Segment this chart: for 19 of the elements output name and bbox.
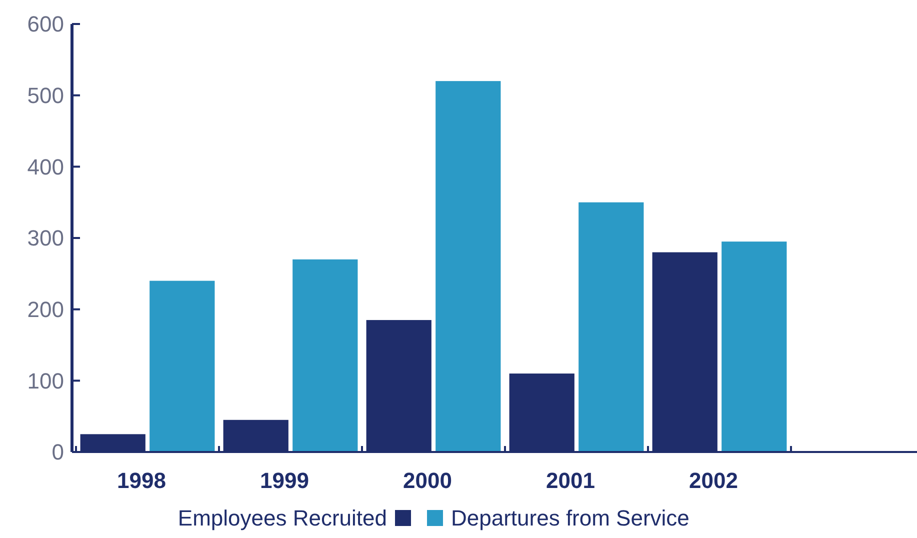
bar <box>292 259 358 452</box>
x-tick-label: 1998 <box>117 468 166 493</box>
y-tick-label: 300 <box>27 226 64 251</box>
bar <box>150 280 215 452</box>
y-tick-label: 600 <box>27 12 64 37</box>
bar <box>436 81 501 452</box>
y-tick-label: 500 <box>27 83 64 108</box>
x-tick-label: 2002 <box>689 468 738 493</box>
bar <box>578 202 644 452</box>
y-tick-label: 0 <box>52 440 64 465</box>
x-tick-label: 1999 <box>260 468 309 493</box>
y-tick-label: 200 <box>27 297 64 322</box>
x-tick-label: 2001 <box>546 468 595 493</box>
x-tick-label: 2000 <box>403 468 452 493</box>
bar <box>722 242 787 452</box>
legend-label: Departures from Service <box>451 506 690 531</box>
y-tick-label: 100 <box>27 368 64 394</box>
y-tick-label: 400 <box>27 154 64 180</box>
text: Employees Recruited <box>178 506 387 531</box>
